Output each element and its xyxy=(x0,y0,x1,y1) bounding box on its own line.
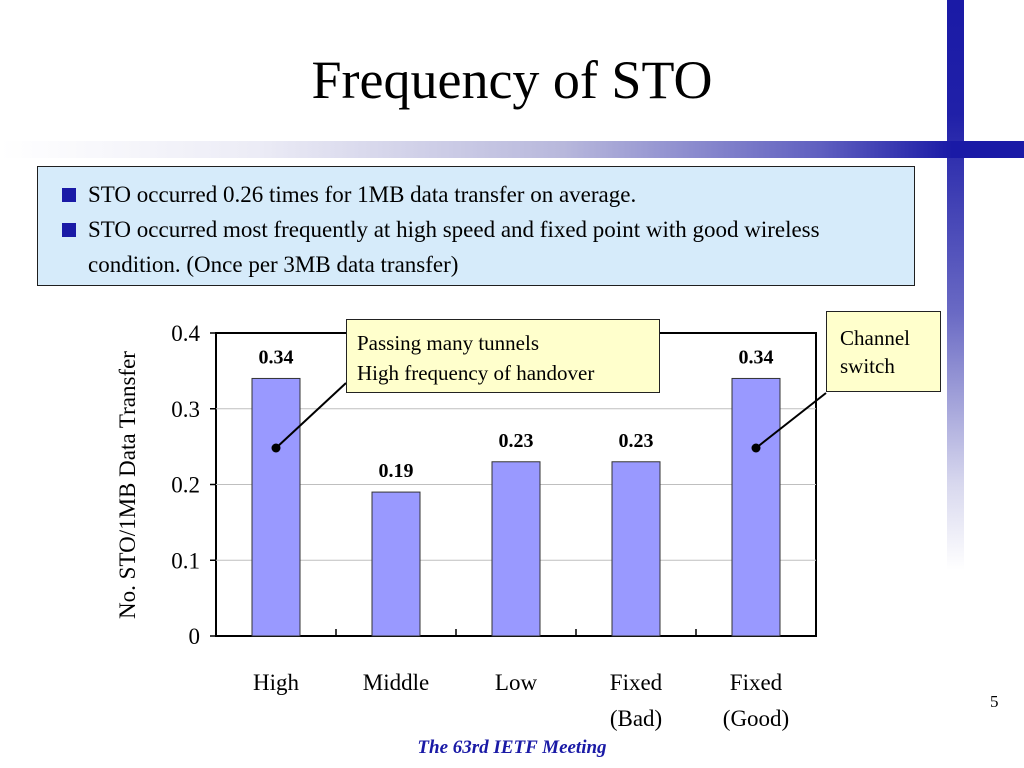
x-tick-label: Fixed xyxy=(730,670,783,695)
y-tick-label: 0.4 xyxy=(171,321,200,346)
y-tick-label: 0.2 xyxy=(171,473,200,498)
bar xyxy=(731,377,781,637)
bar xyxy=(371,491,421,637)
annotation-line: switch xyxy=(840,354,895,378)
callout-marker-dot xyxy=(271,443,281,453)
x-tick-label: Low xyxy=(495,670,538,695)
footer-text: The 63rd IETF Meeting xyxy=(417,737,607,758)
bar-data-label: 0.19 xyxy=(379,460,414,482)
y-tick-label: 0.3 xyxy=(171,397,200,422)
decorative-horizontal-bar xyxy=(0,141,1024,158)
x-tick-label: Fixed xyxy=(610,670,663,695)
x-tick-label: (Good) xyxy=(723,706,789,731)
bullet-item: STO occurred most frequently at high spe… xyxy=(62,212,894,282)
callout-marker-dot xyxy=(751,443,761,453)
y-axis-label: No. STO/1MB Data Transfer xyxy=(115,351,140,619)
bar-data-label: 0.23 xyxy=(499,430,534,452)
annotation-line: Passing many tunnels xyxy=(357,331,539,355)
x-tick-label: (Bad) xyxy=(610,706,662,731)
bullet-list: STO occurred 0.26 times for 1MB data tra… xyxy=(37,166,915,286)
bullet-text: STO occurred most frequently at high spe… xyxy=(88,217,820,277)
y-tick-label: 0.1 xyxy=(171,548,200,573)
bar xyxy=(251,377,301,637)
square-bullet-icon xyxy=(62,188,76,202)
bar xyxy=(611,461,661,637)
page-number: 5 xyxy=(990,692,999,711)
callout-leader-line xyxy=(275,382,347,449)
square-bullet-icon xyxy=(62,223,76,237)
bullet-text: STO occurred 0.26 times for 1MB data tra… xyxy=(88,182,637,207)
annotation-callout-channel-switch: Channel switch xyxy=(826,311,941,392)
bullet-item: STO occurred 0.26 times for 1MB data tra… xyxy=(62,177,894,212)
bar-data-label: 0.34 xyxy=(259,346,294,368)
slide-title: Frequency of STO xyxy=(311,50,713,110)
x-tick-label: High xyxy=(253,670,300,695)
annotation-line: Channel xyxy=(840,326,910,350)
x-tick-label: Middle xyxy=(363,670,429,695)
annotation-line: High frequency of handover xyxy=(357,361,595,385)
bar-data-label: 0.23 xyxy=(619,430,654,452)
annotation-callout-tunnels: Passing many tunnels High frequency of h… xyxy=(346,319,660,393)
y-tick-label: 0 xyxy=(189,624,201,649)
callout-leader-line xyxy=(755,392,827,449)
bar-data-label: 0.34 xyxy=(739,346,774,368)
bar xyxy=(491,461,541,637)
